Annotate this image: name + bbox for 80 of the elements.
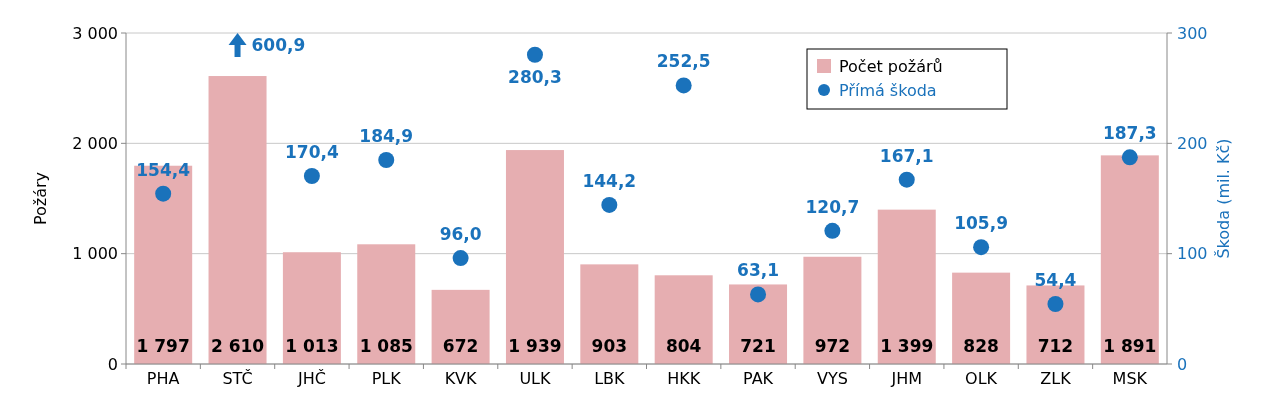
bar [431,289,490,364]
data-label: 972 [814,336,851,356]
data-label: 184,9 [359,125,414,146]
bar [282,252,341,364]
point [898,171,915,188]
y2-axis-title: Škoda (mil. Kč) [1214,138,1233,259]
data-label: 828 [963,336,999,356]
data-label: 63,1 [737,260,780,281]
data-label: 1 891 [1103,336,1157,356]
x-tick-label: ULK [519,369,552,388]
y-tick-label: 2 000 [72,133,118,153]
y2-tick-label: 300 [1177,23,1208,43]
x-tick-label: KVK [444,369,478,388]
x-tick-label: STČ [222,369,253,388]
x-tick-label: MSK [1112,369,1148,388]
data-label: 120,7 [805,196,860,217]
data-label: 170,4 [285,141,339,162]
bar [952,272,1011,364]
data-label: 672 [442,336,479,356]
bar [1100,155,1159,364]
data-label: 721 [740,336,776,356]
y-tick-label: 0 [107,354,118,374]
point [973,239,990,256]
point [452,250,469,267]
bar [208,76,267,364]
bar [357,244,416,364]
bar [654,275,713,364]
y2-tick-label: 200 [1177,133,1208,153]
data-label: 1 085 [359,336,413,356]
bar [877,209,936,364]
annotation: 600,9 [251,35,306,55]
x-tick-label: PHA [146,369,180,388]
data-label: 105,9 [954,213,1008,234]
data-label: 1 013 [285,336,339,356]
x-tick-label: PAK [743,369,774,388]
x-tick-label: ZLK [1040,369,1072,388]
data-label: 2 610 [210,336,265,356]
bar [580,264,639,364]
data-label: 167,1 [879,145,934,166]
data-label: 712 [1037,336,1074,356]
point [750,286,767,303]
bar [505,150,564,364]
y-tick-label: 3 000 [72,23,118,43]
data-label: 252,5 [656,51,711,72]
y-axis-title: Požáry [31,171,50,226]
bar [729,284,788,364]
x-tick-label: OLK [965,369,998,388]
point [155,185,172,202]
point [824,222,841,239]
data-label: 1 797 [136,336,190,356]
data-label: 1 939 [508,336,562,356]
data-label: 96,0 [439,224,482,245]
data-label: 804 [665,336,702,356]
data-label: 903 [591,336,628,356]
data-label: 187,3 [1102,123,1157,144]
point [526,46,543,63]
x-tick-label: JHČ [296,369,326,388]
y-tick-label: 1 000 [72,244,118,264]
point [1121,149,1138,166]
point [675,77,692,94]
x-tick-label: JHM [890,369,923,388]
y2-tick-label: 0 [1177,354,1188,374]
data-label: 280,3 [508,66,562,87]
x-tick-label: LBK [594,369,626,388]
legend-label: Přímá škoda [839,80,937,100]
x-tick-label: HKK [667,369,701,388]
x-tick-label: PLK [371,369,402,388]
bar [803,256,862,364]
point [1047,295,1064,312]
data-label: 1 399 [880,336,934,356]
data-label: 144,2 [582,170,637,191]
legend-label: Počet požárů [839,56,943,76]
y2-tick-label: 100 [1177,244,1208,264]
point [378,151,395,168]
x-tick-label: VYS [816,369,848,388]
point [303,167,320,184]
point [601,196,618,213]
bar [134,165,193,364]
data-label: 54,4 [1034,269,1077,290]
data-label: 154,4 [136,159,191,180]
